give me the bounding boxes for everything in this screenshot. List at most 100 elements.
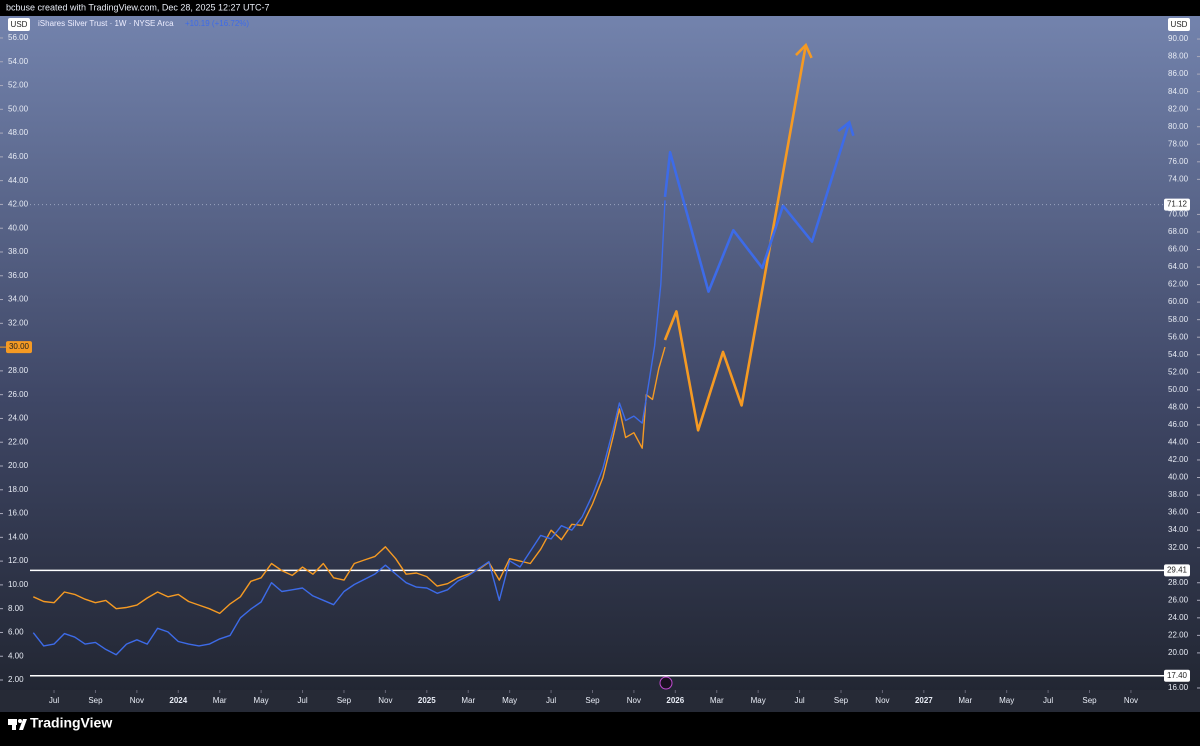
x-tick-label: Mar: [461, 696, 475, 705]
y-unit: USD: [11, 20, 28, 29]
y2-tick-label: 66.00: [1168, 245, 1189, 254]
y2-tick-label: 38.00: [1168, 490, 1189, 499]
y-tick-label: 32.00: [8, 318, 29, 327]
y2-tick-label: 84.00: [1168, 87, 1189, 96]
y2-tick-label: 56.00: [1168, 332, 1189, 341]
y-tick-label: 36.00: [8, 271, 29, 280]
y-tick-label: 28.00: [8, 366, 29, 375]
y2-tick-label: 78.00: [1168, 139, 1189, 148]
y2-tick-label: 28.00: [1168, 578, 1189, 587]
x-tick-label: Sep: [585, 696, 600, 705]
y-tick-label: 52.00: [8, 81, 29, 90]
x-tick-label: 2024: [169, 696, 187, 705]
x-tick-label: May: [751, 696, 766, 705]
logo: [8, 719, 27, 730]
unit-box: [8, 18, 30, 31]
x-tick-label: Jul: [49, 696, 59, 705]
y-tick-label: 10.00: [8, 580, 29, 589]
y2-tick-label: 58.00: [1168, 315, 1189, 324]
price-badge-label: 17.40: [1167, 671, 1188, 680]
y2-tick-label: 40.00: [1168, 473, 1189, 482]
y-tick-label: 12.00: [8, 556, 29, 565]
price-badge: [1164, 564, 1190, 577]
y-tick-label: 18.00: [8, 485, 29, 494]
y-tick-label: 24.00: [8, 414, 29, 423]
y-tick-label: 38.00: [8, 247, 29, 256]
y2-tick-label: 32.00: [1168, 543, 1189, 552]
series-line: [663, 121, 851, 293]
y2-unit: USD: [1171, 20, 1188, 29]
y2-tick-label: 46.00: [1168, 420, 1189, 429]
chart-title: iShares Silver Trust · 1W · NYSE Arca: [38, 19, 174, 28]
y2-tick-label: 70.00: [1168, 210, 1189, 219]
event-icon[interactable]: [659, 676, 673, 690]
y2-tick-label: 60.00: [1168, 297, 1189, 306]
y-tick-label: 8.00: [8, 604, 24, 613]
x-tick-label: Mar: [710, 696, 724, 705]
y-tick-label: 22.00: [8, 437, 29, 446]
y2-tick-label: 62.00: [1168, 280, 1189, 289]
x-tick-label: Nov: [1124, 696, 1138, 705]
footer-logo-text: TradingView: [30, 715, 112, 731]
y2-tick-label: 42.00: [1168, 455, 1189, 464]
y2-tick-label: 48.00: [1168, 402, 1189, 411]
y2-tick-label: 74.00: [1168, 174, 1189, 183]
arrow-head: [837, 120, 855, 137]
x-axis-band: [0, 690, 1200, 712]
price-badge-label: 71.12: [1167, 200, 1188, 209]
x-tick-label: May: [502, 696, 517, 705]
y2-tick-label: 34.00: [1168, 525, 1189, 534]
x-tick-label: Nov: [875, 696, 889, 705]
y-tick-label: 42.00: [8, 200, 29, 209]
price-badge: [6, 341, 32, 354]
y2-tick-label: 36.00: [1168, 508, 1189, 517]
x-tick-label: Jul: [297, 696, 307, 705]
series-line: [33, 346, 666, 615]
y2-tick-label: 80.00: [1168, 122, 1189, 131]
series-line: [663, 44, 808, 432]
y2-tick-label: 68.00: [1168, 227, 1189, 236]
x-tick-label: Nov: [627, 696, 641, 705]
y-tick-label: 56.00: [8, 33, 29, 42]
y-tick-label: 16.00: [8, 509, 29, 518]
x-tick-label: May: [999, 696, 1014, 705]
x-tick-label: Nov: [378, 696, 392, 705]
y-tick-label: 4.00: [8, 651, 24, 660]
y-tick-label: 54.00: [8, 57, 29, 66]
y2-tick-label: 52.00: [1168, 367, 1189, 376]
y2-tick-label: 22.00: [1168, 630, 1189, 639]
x-tick-label: Sep: [834, 696, 849, 705]
x-tick-label: Jul: [794, 696, 804, 705]
x-tick-label: Jul: [1043, 696, 1053, 705]
y2-tick-label: 90.00: [1168, 34, 1189, 43]
y-tick-label: 14.00: [8, 532, 29, 541]
price-badge: [1164, 198, 1190, 211]
y-tick-label: 50.00: [8, 104, 29, 113]
price-badge-label: 30.00: [9, 342, 30, 351]
header-text: bcbuse created with TradingView.com, Dec…: [6, 2, 269, 12]
chart-subtitle: +10.19 (+16.72%): [185, 19, 249, 28]
y-tick-label: 44.00: [8, 176, 29, 185]
y-tick-label: 46.00: [8, 152, 29, 161]
y2-tick-label: 86.00: [1168, 69, 1189, 78]
x-tick-label: Nov: [130, 696, 144, 705]
y-tick-label: 20.00: [8, 461, 29, 470]
y2-tick-label: 54.00: [1168, 350, 1189, 359]
x-tick-label: Mar: [958, 696, 972, 705]
x-tick-label: 2027: [915, 696, 933, 705]
y-tick-label: 2.00: [8, 675, 24, 684]
x-tick-label: Sep: [1082, 696, 1097, 705]
y-tick-label: 40.00: [8, 223, 29, 232]
x-tick-label: 2026: [666, 696, 684, 705]
series-line: [32, 200, 666, 656]
y-tick-label: 6.00: [8, 628, 24, 637]
y2-tick-label: 24.00: [1168, 613, 1189, 622]
header-bar: [0, 0, 1200, 16]
plot-background: [0, 16, 1200, 712]
y2-tick-label: 76.00: [1168, 157, 1189, 166]
unit-box: [1168, 18, 1190, 31]
y2-tick-label: 20.00: [1168, 648, 1189, 657]
y2-tick-label: 50.00: [1168, 385, 1189, 394]
